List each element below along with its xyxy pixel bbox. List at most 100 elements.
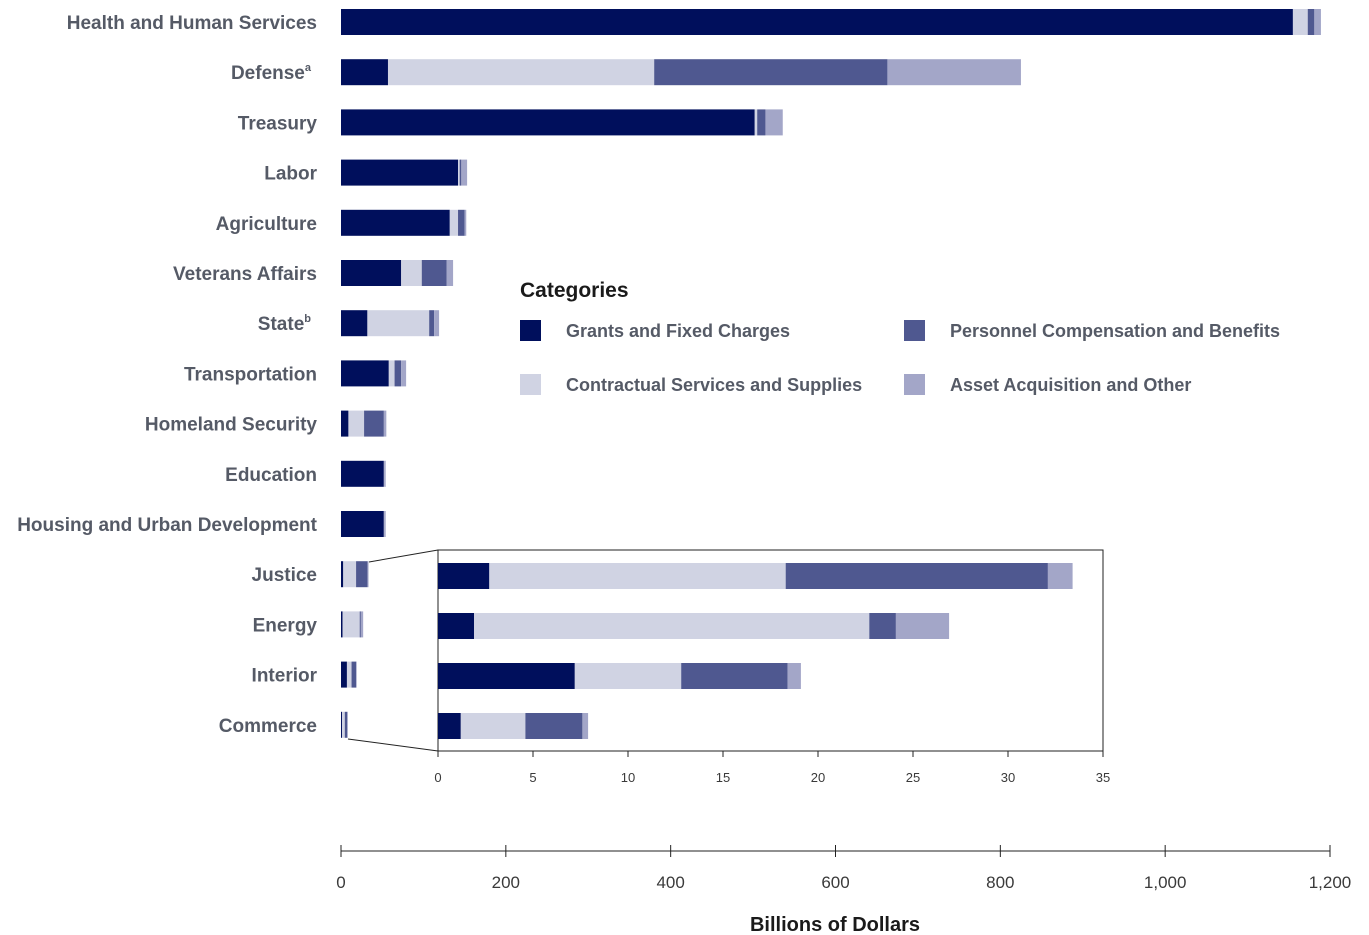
agency-label-justice: Justice (252, 565, 317, 586)
bar-labor-personnel-compensation-and-benefits (459, 159, 462, 186)
bar-defense-contractual-services-and-supplies (387, 59, 655, 86)
x-tick-label: 800 (986, 873, 1014, 892)
x-axis-title: Billions of Dollars (750, 914, 920, 935)
x-tick-label: 0 (336, 873, 345, 892)
bar-treasury-personnel-compensation-and-benefits (757, 109, 766, 136)
bar-state-contractual-services-and-supplies (367, 310, 430, 337)
bar-agriculture-contractual-services-and-supplies (449, 209, 459, 236)
inset-bar-commerce-personnel-compensation-and-benefits (525, 713, 583, 739)
inset-bar-interior-grants-and-fixed-charges (438, 663, 575, 689)
x-tick-label: 400 (656, 873, 684, 892)
inset-tick-label: 15 (716, 770, 730, 785)
agency-label-defense: Defensea (231, 62, 312, 84)
bar-veterans-affairs-contractual-services-and-supplies (401, 260, 422, 286)
bar-state-grants-and-fixed-charges (341, 310, 368, 337)
bar-homeland-security-grants-and-fixed-charges (341, 410, 349, 437)
bar-defense-asset-acquisition-and-other (887, 59, 1021, 86)
agency-label-interior: Interior (252, 666, 318, 687)
bar-justice-personnel-compensation-and-benefits (356, 561, 368, 588)
bar-labor-asset-acquisition-and-other (461, 159, 468, 186)
bar-defense-personnel-compensation-and-benefits (654, 59, 888, 86)
x-tick-label: 1,000 (1144, 873, 1187, 892)
bar-commerce-asset-acquisition-and-other (347, 711, 348, 738)
inset-tick-label: 20 (811, 770, 825, 785)
agency-label-housing-and-urban-development: Housing and Urban Development (17, 515, 317, 536)
agency-label-labor: Labor (264, 164, 317, 185)
bar-transportation-personnel-compensation-and-benefits (394, 360, 402, 387)
bar-interior-contractual-services-and-supplies (346, 661, 352, 688)
agency-label-homeland-security: Homeland Security (145, 415, 318, 436)
bar-defense-grants-and-fixed-charges (341, 59, 388, 86)
bar-education-asset-acquisition-and-other (385, 460, 386, 487)
bar-veterans-affairs-personnel-compensation-and-benefits (421, 260, 447, 286)
bar-education-grants-and-fixed-charges (341, 460, 384, 487)
bar-commerce-contractual-services-and-supplies (341, 711, 345, 738)
bar-veterans-affairs-grants-and-fixed-charges (341, 260, 402, 286)
bar-interior-asset-acquisition-and-other (356, 661, 357, 688)
bar-interior-grants-and-fixed-charges (341, 661, 347, 688)
bar-agriculture-personnel-compensation-and-benefits (458, 209, 465, 236)
inset-bar-justice-asset-acquisition-and-other (1047, 563, 1073, 589)
bar-transportation-contractual-services-and-supplies (388, 360, 395, 387)
bar-labor-contractual-services-and-supplies (458, 159, 460, 186)
bar-labor-grants-and-fixed-charges (341, 159, 459, 186)
x-tick-label: 1,200 (1309, 873, 1352, 892)
bar-homeland-security-personnel-compensation-and-benefits (364, 410, 384, 437)
inset-tick-label: 35 (1096, 770, 1110, 785)
inset-bar-energy-asset-acquisition-and-other (895, 613, 950, 639)
inset-frame (437, 549, 1104, 752)
inset-panel: 0 5 10 15 20 25 30 35 (347, 549, 1110, 785)
bar-health-and-human-services-asset-acquisition-and-other (1314, 9, 1321, 35)
agency-label-energy: Energy (253, 615, 318, 636)
bar-treasury-contractual-services-and-supplies (754, 109, 758, 136)
legend-swatch-contractual-services-and-supplies (520, 374, 541, 395)
bar-treasury-asset-acquisition-and-other (765, 109, 783, 136)
bar-energy-grants-and-fixed-charges (341, 611, 343, 638)
x-tick-label: 600 (821, 873, 849, 892)
bar-justice-contractual-services-and-supplies (343, 561, 357, 588)
inset-bar-commerce-asset-acquisition-and-other (582, 713, 589, 739)
bar-energy-contractual-services-and-supplies (342, 611, 360, 638)
bar-housing-and-urban-development-contractual-services-and-supplies (383, 511, 385, 537)
inset-bar-commerce-grants-and-fixed-charges (438, 713, 461, 739)
bar-justice-asset-acquisition-and-other (367, 561, 369, 588)
inset-bar-interior-personnel-compensation-and-benefits (681, 663, 788, 689)
main-bars (341, 9, 1321, 738)
bar-transportation-asset-acquisition-and-other (401, 360, 407, 387)
agency-label-state: Stateb (258, 313, 311, 335)
agency-label-commerce: Commerce (219, 716, 317, 737)
inset-tick-label: 25 (906, 770, 920, 785)
bar-agriculture-grants-and-fixed-charges (341, 209, 450, 236)
legend: Categories Grants and Fixed Charges Perso… (520, 279, 1280, 395)
bar-health-and-human-services-personnel-compensation-and-benefits (1307, 9, 1315, 35)
bar-housing-and-urban-development-asset-acquisition-and-other (385, 511, 386, 537)
bar-energy-personnel-compensation-and-benefits (359, 611, 361, 638)
legend-label-asset-acquisition-and-other: Asset Acquisition and Other (950, 375, 1191, 395)
legend-swatch-personnel-compensation-and-benefits (904, 320, 925, 341)
inset-tick-label: 30 (1001, 770, 1015, 785)
inset-bar-energy-personnel-compensation-and-benefits (869, 613, 896, 639)
legend-label-contractual-services-and-supplies: Contractual Services and Supplies (566, 375, 862, 395)
bar-commerce-personnel-compensation-and-benefits (344, 711, 348, 738)
inset-connector-top (368, 549, 439, 563)
agency-label-health-and-human-services: Health and Human Services (67, 13, 317, 34)
bar-energy-asset-acquisition-and-other (360, 611, 364, 638)
legend-swatch-asset-acquisition-and-other (904, 374, 925, 395)
bar-education-personnel-compensation-and-benefits (384, 460, 386, 487)
bar-homeland-security-asset-acquisition-and-other (383, 410, 387, 437)
inset-bar-justice-personnel-compensation-and-benefits (785, 563, 1048, 589)
bar-health-and-human-services-contractual-services-and-supplies (1292, 9, 1308, 35)
bar-education-contractual-services-and-supplies (383, 460, 385, 487)
inset-tick-label: 5 (529, 770, 536, 785)
inset-tick-label: 10 (621, 770, 635, 785)
inset-bar-justice-grants-and-fixed-charges (438, 563, 490, 589)
x-tick-label: 200 (492, 873, 520, 892)
inset-connector-bottom (347, 738, 439, 752)
legend-swatch-grants-and-fixed-charges (520, 320, 541, 341)
agency-label-agriculture: Agriculture (216, 214, 317, 235)
agency-label-veterans-affairs: Veterans Affairs (173, 264, 317, 285)
bar-health-and-human-services-grants-and-fixed-charges (341, 9, 1293, 35)
agency-label-treasury: Treasury (238, 113, 318, 134)
inset-bar-energy-grants-and-fixed-charges (438, 613, 475, 639)
bar-treasury-grants-and-fixed-charges (341, 109, 755, 136)
